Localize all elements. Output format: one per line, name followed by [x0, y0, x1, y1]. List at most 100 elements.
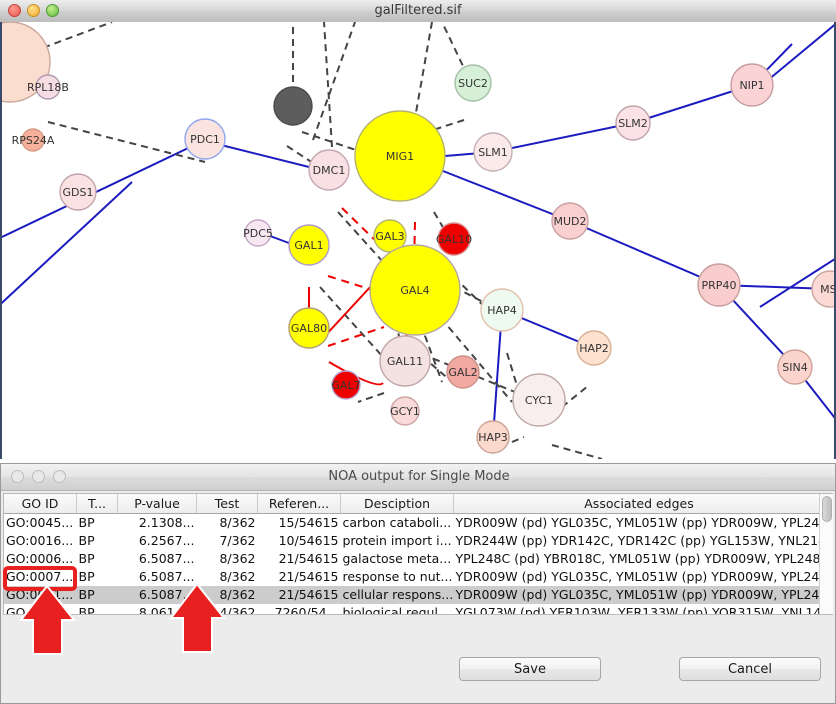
network-graph: RPL18B RPS24A GDS1 PDC1 PDC5 DMC1 MIG1 SUC2 SLM1…	[2, 22, 836, 459]
node-circle[interactable]	[354, 110, 446, 202]
close-button[interactable]	[11, 470, 24, 483]
column-header-reference[interactable]: Referen...	[257, 494, 341, 514]
node-circle[interactable]	[476, 420, 510, 454]
node-circle[interactable]	[288, 307, 330, 349]
cell-reference: 21/54615	[278, 569, 339, 584]
node-circle[interactable]	[437, 222, 471, 256]
go-results-table-container[interactable]: GO ID T... P-value Test Referen... Desci…	[3, 493, 833, 615]
minimize-button[interactable]	[32, 470, 45, 483]
node-circle[interactable]	[551, 202, 589, 240]
cell-type: BP	[78, 551, 95, 566]
table-row[interactable]: GO:0006... BP 6.5087... 8/362 21/54615 galact…	[4, 550, 825, 568]
network-node-gal2[interactable]: GAL2	[446, 355, 480, 389]
cell-go-id: GO:0016...	[6, 533, 74, 548]
node-circle[interactable]	[390, 396, 420, 426]
node-circle[interactable]	[615, 105, 651, 141]
edge-dashed	[319, 286, 393, 368]
node-circle[interactable]	[369, 244, 461, 336]
network-node-nip1[interactable]: NIP1	[730, 63, 774, 107]
node-circle[interactable]	[576, 330, 612, 366]
network-node-gal4[interactable]: GAL4	[369, 244, 461, 336]
network-node-hap3[interactable]: HAP3	[476, 420, 510, 454]
node-circle[interactable]	[480, 288, 524, 332]
network-node-slm2[interactable]: SLM2	[615, 105, 651, 141]
column-header-description[interactable]: Desciption	[340, 494, 454, 514]
table-row[interactable]: GO:0007... BP 6.5087... 8/362 21/54615 respon…	[4, 568, 825, 586]
minimize-button[interactable]	[27, 4, 40, 17]
column-header-type[interactable]: T...	[76, 494, 118, 514]
node-circle[interactable]	[184, 118, 226, 160]
network-node-hub-dark[interactable]	[273, 86, 313, 126]
network-node-pdc5[interactable]: PDC5	[243, 219, 273, 247]
node-circle[interactable]	[21, 128, 45, 152]
network-node-gal80[interactable]: GAL80	[288, 307, 330, 349]
edge-dashed	[421, 353, 533, 400]
node-circle[interactable]	[273, 86, 313, 126]
network-node-dmc1[interactable]: DMC1	[308, 149, 350, 191]
node-circle[interactable]	[730, 63, 774, 107]
node-circle[interactable]	[697, 263, 741, 307]
scrollbar-thumb[interactable]	[822, 496, 832, 522]
network-node-cyc1[interactable]: CYC1	[512, 373, 566, 427]
node-circle[interactable]	[446, 355, 480, 389]
node-label: MUD2	[553, 215, 586, 228]
table-row[interactable]: GO:0045... BP 2.1308... 8/362 15/54615 carbon…	[4, 514, 825, 533]
network-node-gds1[interactable]: GDS1	[59, 173, 97, 211]
network-node-sin4[interactable]: SIN4	[777, 349, 813, 385]
network-node-rps24a[interactable]: RPS24A	[12, 128, 55, 152]
node-circle[interactable]	[244, 219, 272, 247]
cell-pvalue: 6.5087...	[138, 551, 195, 566]
network-node-gal10[interactable]: GAL10	[436, 222, 472, 256]
zoom-button[interactable]	[46, 4, 59, 17]
node-circle[interactable]	[331, 370, 361, 400]
window-titlebar: galFiltered.sif	[0, 0, 836, 23]
table-row[interactable]: GO:0016... BP 6.2567... 7/362 10/54615 protei…	[4, 532, 825, 550]
node-circle[interactable]	[288, 224, 330, 266]
cell-type: BP	[76, 586, 118, 604]
zoom-button[interactable]	[53, 470, 66, 483]
node-circle[interactable]	[379, 335, 431, 387]
cell-reference: 15/54615	[278, 515, 339, 530]
cell-associated-edges: YDR244W (pp) YDR142C, YDR142C (pp) YGL15…	[455, 533, 825, 548]
cell-description: carbon cataboli...	[342, 515, 452, 530]
close-button[interactable]	[8, 4, 21, 17]
network-canvas[interactable]: RPL18B RPS24A GDS1 PDC1 PDC5 DMC1 MIG1 SUC2 SLM1…	[0, 22, 836, 459]
node-circle[interactable]	[512, 373, 566, 427]
node-circle[interactable]	[35, 74, 61, 100]
network-node-mig1[interactable]: MIG1	[354, 110, 446, 202]
node-circle[interactable]	[454, 64, 492, 102]
column-header-pvalue[interactable]: P-value	[117, 494, 197, 514]
network-node-rpl18b[interactable]: RPL18B	[27, 74, 69, 100]
cancel-button[interactable]: Cancel	[679, 657, 821, 681]
node-circle[interactable]	[308, 149, 350, 191]
node-circle[interactable]	[777, 349, 813, 385]
node-circle[interactable]	[473, 132, 513, 172]
network-node-gal1[interactable]: GAL1	[288, 224, 330, 266]
node-circle[interactable]	[59, 173, 97, 211]
table-vertical-scrollbar[interactable]	[819, 494, 833, 614]
column-header-test[interactable]: Test	[196, 494, 258, 514]
network-node-gal7[interactable]: GAL7	[331, 370, 361, 400]
network-node-slm1[interactable]: SLM1	[473, 132, 513, 172]
network-node-mud2[interactable]: MUD2	[551, 202, 589, 240]
network-node-prp40[interactable]: PRP40	[697, 263, 741, 307]
node-circle[interactable]	[811, 270, 836, 308]
noa-output-dialog: NOA output for Single Mode GO ID T... P-…	[0, 463, 836, 704]
window-title: galFiltered.sif	[374, 3, 462, 18]
network-node-suc2[interactable]: SUC2	[454, 64, 492, 102]
cell-description: biological regul...	[342, 605, 450, 615]
cell-pvalue: 2.1308...	[138, 515, 195, 530]
network-node-pdc1[interactable]: PDC1	[184, 118, 226, 160]
network-node-hap2[interactable]: HAP2	[576, 330, 612, 366]
save-button[interactable]: Save	[459, 657, 601, 681]
column-header-associated-edges[interactable]: Associated edges	[453, 494, 825, 514]
network-node-gcy1[interactable]: GCY1	[390, 396, 420, 426]
network-node-hap4[interactable]: HAP4	[480, 288, 524, 332]
table-row[interactable]: GO:0065... BP 8.0614... 94/362 7260/54... bio…	[4, 604, 825, 615]
table-row[interactable]: GO:0031... BP 6.5087... 8/362 21/54615 cellul…	[4, 586, 825, 604]
network-node-msi[interactable]: MSI	[811, 270, 836, 308]
edge-dashed	[357, 392, 385, 403]
column-header-go-id[interactable]: GO ID	[4, 494, 77, 514]
network-node-gal3[interactable]: GAL3	[373, 219, 407, 253]
network-node-gal11[interactable]: GAL11	[379, 335, 431, 387]
